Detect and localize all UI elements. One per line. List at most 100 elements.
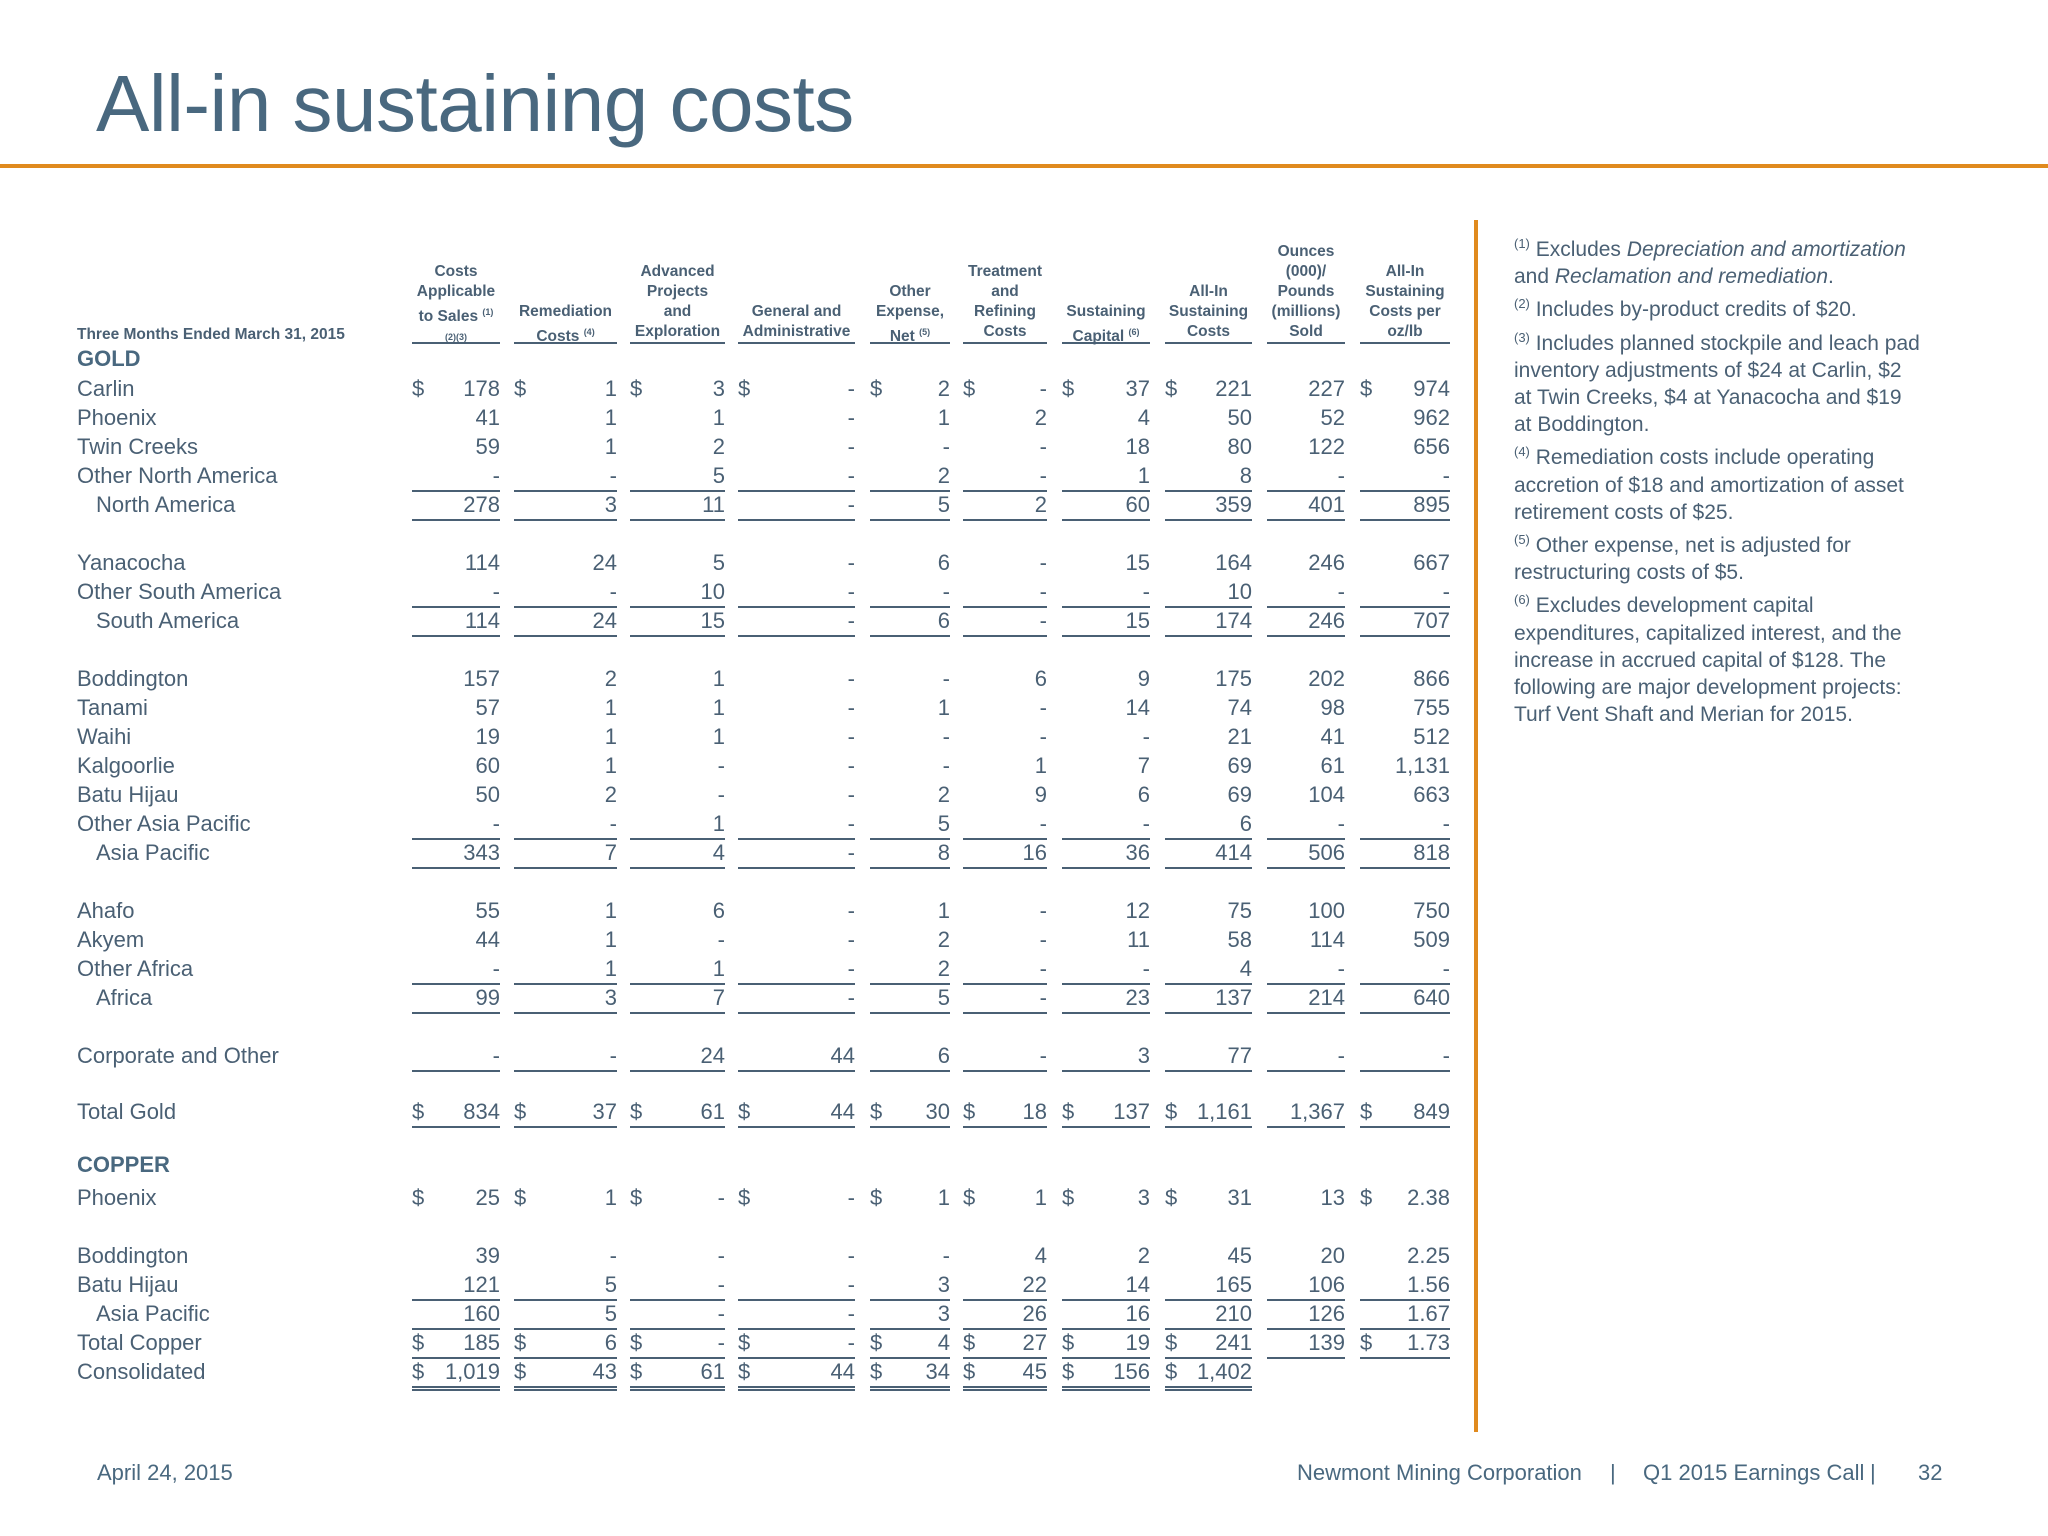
cell-value: - xyxy=(1337,579,1345,604)
table-cell: 22 xyxy=(963,1270,1047,1301)
table-cell xyxy=(1267,1357,1345,1386)
cell-value: 3 xyxy=(604,492,617,517)
cell-value: 2.38 xyxy=(1407,1185,1450,1210)
cell-value: 5 xyxy=(937,492,950,517)
cell-value: 1 xyxy=(1137,463,1150,488)
table-cell: $974 xyxy=(1360,374,1450,403)
cell-value: 106 xyxy=(1308,1272,1345,1297)
table-cell: 77 xyxy=(1165,1041,1252,1072)
table-cell: 750 xyxy=(1360,896,1450,925)
table-cell: 75 xyxy=(1165,896,1252,925)
section-copper: COPPER xyxy=(77,1152,170,1177)
cell-value: 3 xyxy=(604,985,617,1010)
cell-value: - xyxy=(847,782,855,807)
table-cell: - xyxy=(738,461,855,492)
table-cell: 9 xyxy=(1062,664,1150,693)
cell-value: 1.67 xyxy=(1407,1301,1450,1326)
cell-value: 99 xyxy=(475,985,500,1010)
table-cell: $156 xyxy=(1062,1357,1150,1391)
cell-value: 58 xyxy=(1227,927,1252,952)
cell-value: 2 xyxy=(1034,405,1047,430)
header-underline xyxy=(1165,342,1252,344)
currency-symbol: $ xyxy=(514,1185,527,1210)
table-cell: 2 xyxy=(870,954,950,985)
row-label: Total Copper xyxy=(77,1330,202,1355)
table-cell: 164 xyxy=(1165,548,1252,577)
cell-value: 1 xyxy=(937,1185,950,1210)
cell-value: 246 xyxy=(1308,550,1345,575)
cell-value: - xyxy=(847,579,855,604)
table-cell: - xyxy=(738,925,855,954)
cell-value: 18 xyxy=(1022,1099,1047,1124)
table-cell: - xyxy=(963,983,1047,1014)
cell-value: 5 xyxy=(937,811,950,836)
cell-value: - xyxy=(1442,463,1450,488)
cell-value: 1.56 xyxy=(1407,1272,1450,1297)
table-cell: 866 xyxy=(1360,664,1450,693)
cell-value: 667 xyxy=(1413,550,1450,575)
row-label: Batu Hijau xyxy=(77,782,179,807)
row-label: Carlin xyxy=(77,376,135,401)
cell-value: 750 xyxy=(1413,898,1450,923)
currency-symbol: $ xyxy=(738,1359,751,1384)
cell-value: 5 xyxy=(604,1301,617,1326)
cell-value: 359 xyxy=(1215,492,1252,517)
table-cell: 100 xyxy=(1267,896,1345,925)
cell-value: 5 xyxy=(937,985,950,1010)
table-cell: 6 xyxy=(963,664,1047,693)
table-cell: 656 xyxy=(1360,432,1450,461)
page-title: All-in sustaining costs xyxy=(96,59,854,148)
currency-symbol: $ xyxy=(870,1359,883,1384)
currency-symbol: $ xyxy=(870,1185,883,1210)
table-cell: - xyxy=(738,809,855,840)
cell-value: 59 xyxy=(475,434,500,459)
table-cell xyxy=(1360,1357,1450,1386)
cell-value: 227 xyxy=(1308,376,1345,401)
cell-value: 663 xyxy=(1413,782,1450,807)
table-cell: 707 xyxy=(1360,606,1450,637)
cell-value: - xyxy=(847,956,855,981)
table-cell: - xyxy=(514,1041,617,1072)
table-cell: - xyxy=(870,722,950,751)
cell-value: 14 xyxy=(1125,695,1150,720)
cell-value: - xyxy=(1337,1043,1345,1068)
cell-value: - xyxy=(847,811,855,836)
cell-value: 26 xyxy=(1022,1301,1047,1326)
notes-divider xyxy=(1474,220,1478,1432)
table-cell: 1 xyxy=(870,403,950,432)
table-cell: - xyxy=(1062,577,1150,608)
table-cell: - xyxy=(738,780,855,809)
cell-value: 24 xyxy=(592,550,617,575)
table-cell: $37 xyxy=(1062,374,1150,403)
table-cell: - xyxy=(412,954,500,985)
table-cell: 55 xyxy=(412,896,500,925)
header-underline xyxy=(738,342,855,344)
table-row: Akyem 44 1 - - 2 - 11 58 114 509 xyxy=(0,925,1460,954)
currency-symbol: $ xyxy=(412,1185,425,1210)
currency-symbol: $ xyxy=(870,1330,883,1355)
table-cell: - xyxy=(1360,954,1450,985)
cell-value: - xyxy=(847,695,855,720)
row-label: Total Gold xyxy=(77,1099,177,1124)
table-cell: 80 xyxy=(1165,432,1252,461)
currency-symbol: $ xyxy=(963,376,976,401)
cell-value: - xyxy=(717,927,725,952)
table-cell: $3 xyxy=(630,374,725,403)
table-cell: $ - xyxy=(963,374,1047,403)
row-label: Asia Pacific xyxy=(96,840,210,865)
cell-value: 755 xyxy=(1413,695,1450,720)
table-cell: - xyxy=(738,693,855,722)
table-cell: $1,161 xyxy=(1165,1097,1252,1128)
column-header: Sustaining Capital (6) xyxy=(1066,303,1146,346)
cell-value: 114 xyxy=(1309,927,1345,952)
cell-value: 9 xyxy=(1034,782,1047,807)
cell-value: 202 xyxy=(1308,666,1345,691)
cell-value: - xyxy=(847,1185,855,1210)
currency-symbol: $ xyxy=(514,1330,527,1355)
cell-value: 401 xyxy=(1308,492,1345,517)
cell-value: 185 xyxy=(463,1330,500,1355)
table-cell: 1 xyxy=(514,751,617,780)
table-cell: - xyxy=(963,925,1047,954)
footer-event: Q1 2015 Earnings Call xyxy=(1643,1460,1865,1485)
table-cell: 2 xyxy=(870,461,950,492)
